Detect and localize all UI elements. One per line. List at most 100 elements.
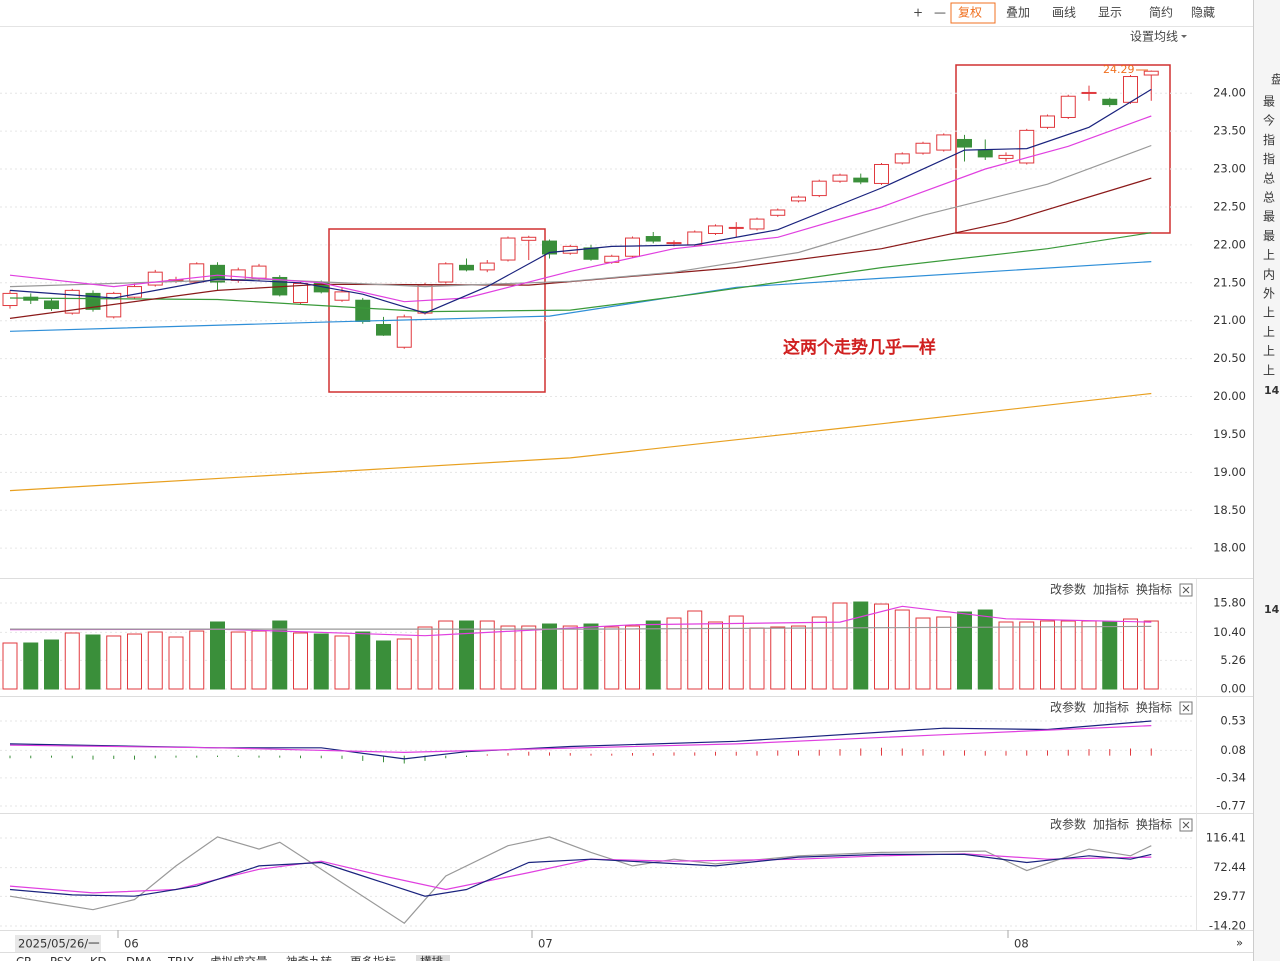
candle-body: [832, 174, 848, 182]
y-tick-label: -14.20: [1209, 919, 1246, 933]
panel-button[interactable]: 加指标: [1093, 817, 1129, 832]
volume-bar: [542, 623, 557, 690]
y-tick-label: 18.00: [1213, 541, 1246, 555]
y-tick-label: 21.50: [1213, 275, 1246, 289]
candle-body: [1040, 115, 1055, 128]
side-label: 外: [1263, 287, 1275, 301]
panel-button[interactable]: 改参数: [1050, 700, 1086, 715]
toolbar-button[interactable]: +: [913, 6, 923, 20]
plot-area: [9, 836, 1152, 924]
volume-bar: [749, 627, 765, 690]
candle-body: [583, 247, 599, 260]
candle-body: [210, 264, 225, 283]
volume-bar: [127, 633, 142, 690]
active-tab: [416, 955, 450, 961]
panel-button[interactable]: 换指标: [1136, 582, 1172, 597]
volume-bar: [583, 623, 599, 690]
cursor-date: 2025/05/26/一: [18, 937, 100, 951]
side-label: 最: [1263, 229, 1275, 243]
indicator-tab[interactable]: 横排: [420, 955, 443, 961]
side-label: 总: [1263, 171, 1275, 185]
y-tick-label: 21.00: [1213, 313, 1246, 327]
volume-bar: [210, 621, 225, 690]
indicator-tab[interactable]: TRIX: [167, 955, 194, 961]
indicator-tab[interactable]: 虚拟成交量: [210, 955, 268, 961]
side-label: 上: [1263, 363, 1275, 377]
volume-bar: [417, 626, 433, 690]
volume-bar: [106, 635, 122, 690]
candle-body: [1102, 98, 1118, 106]
panel-button[interactable]: 改参数: [1050, 582, 1086, 597]
indicator-line: [9, 605, 1152, 637]
volume-bar: [1019, 621, 1035, 690]
volume-bar: [604, 626, 620, 690]
toolbar-button[interactable]: —: [934, 6, 946, 20]
indicator-tab[interactable]: CR: [16, 955, 32, 961]
volume-bar: [770, 626, 786, 690]
volume-bar: [1123, 618, 1138, 690]
candle-body: [915, 142, 931, 154]
candle-body: [1143, 70, 1159, 76]
volume-bar: [853, 601, 869, 690]
volume-bar: [293, 632, 308, 690]
volume-bar: [625, 625, 640, 690]
indicator-tab[interactable]: 神奇九转: [286, 955, 332, 961]
volume-bar: [438, 620, 454, 690]
volume-bar: [459, 620, 474, 690]
volume-bar: [355, 631, 371, 690]
indicator-line: [9, 720, 1152, 760]
candle-body: [708, 225, 723, 234]
panel-button[interactable]: 加指标: [1093, 582, 1129, 597]
side-label: 最: [1263, 95, 1275, 109]
candle-body: [85, 292, 101, 310]
panel-button[interactable]: 换指标: [1136, 817, 1172, 832]
volume-bar: [251, 630, 267, 690]
indicator-line: [9, 177, 1152, 319]
volume-bar: [728, 615, 744, 690]
indicator-tab[interactable]: DMA: [126, 955, 153, 961]
side-label: 最: [1263, 210, 1275, 224]
volume-bar: [479, 620, 495, 690]
side-label: 上: [1263, 248, 1275, 262]
panel-button[interactable]: 改参数: [1050, 817, 1086, 832]
toolbar-button[interactable]: 画线: [1052, 6, 1076, 20]
indicator-line: [9, 232, 1152, 313]
side-label: 指: [1263, 151, 1275, 166]
volume-bar: [666, 617, 682, 690]
y-tick-label: 29.77: [1213, 889, 1246, 903]
candle-body: [1060, 95, 1076, 118]
scroll-arrow[interactable]: »: [1236, 936, 1243, 950]
volume-bar: [147, 631, 163, 690]
toolbar-button[interactable]: 叠加: [1006, 6, 1030, 20]
candle-body: [749, 218, 765, 230]
candle-body: [977, 149, 993, 158]
toolbar-button[interactable]: 显示: [1098, 6, 1122, 20]
volume-bar: [811, 616, 827, 690]
candle-body: [376, 323, 391, 336]
toolbar-button[interactable]: 复权: [958, 6, 982, 20]
volume-bar: [376, 640, 391, 690]
plot-area: [2, 601, 1159, 690]
toolbar-button[interactable]: 隐藏: [1191, 6, 1215, 20]
y-tick-label: 24.00: [1213, 86, 1246, 100]
indicator-tab[interactable]: KD: [90, 955, 107, 961]
volume-bar: [832, 602, 848, 690]
y-tick-label: 18.50: [1213, 503, 1246, 517]
candle-body: [417, 284, 433, 314]
panel-button[interactable]: 加指标: [1093, 700, 1129, 715]
panel-button[interactable]: 换指标: [1136, 700, 1172, 715]
ma-setting[interactable]: 设置均线: [1130, 30, 1178, 44]
last-price: 24.29: [1103, 63, 1135, 76]
candle-body: [189, 263, 205, 283]
y-tick-label: 0.08: [1220, 743, 1246, 757]
indicator-tab[interactable]: 更多指标: [350, 955, 396, 961]
highlight-box: [955, 64, 1171, 234]
side-label: 上: [1263, 325, 1275, 339]
indicator-tab[interactable]: PSY: [50, 955, 72, 961]
volume-bar: [1102, 621, 1118, 690]
candle-body: [687, 231, 703, 246]
volume-bar: [998, 621, 1014, 690]
x-tick-label: 07: [538, 937, 553, 951]
toolbar-button[interactable]: 简约: [1149, 5, 1173, 20]
side-label: 上: [1263, 306, 1275, 320]
